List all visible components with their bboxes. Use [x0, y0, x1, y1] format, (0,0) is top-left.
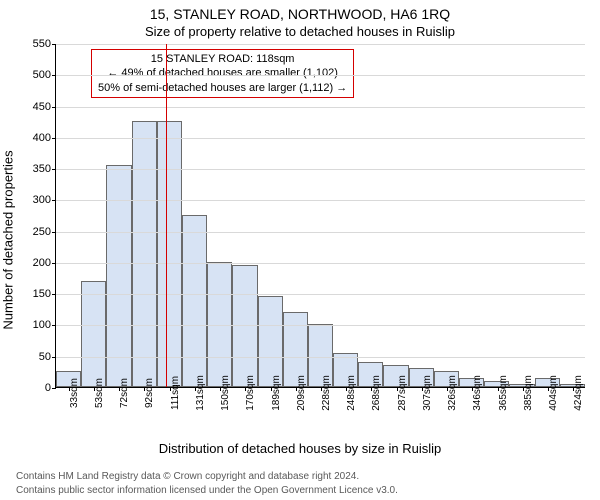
- histogram-bar: [157, 121, 182, 387]
- ytick-mark: [52, 44, 56, 45]
- annotation-line: 15 STANLEY ROAD: 118sqm: [98, 52, 347, 66]
- ytick-label: 150: [33, 288, 51, 300]
- gridline-y: [56, 232, 585, 233]
- ytick-label: 550: [33, 38, 51, 50]
- gridline-y: [56, 325, 585, 326]
- xtick-label: 170sqm: [245, 371, 256, 411]
- ytick-mark: [52, 388, 56, 389]
- xtick-label: 189sqm: [271, 371, 282, 411]
- ytick-label: 50: [39, 351, 51, 363]
- ytick-label: 300: [33, 194, 51, 206]
- footer-line-1: Contains HM Land Registry data © Crown c…: [16, 471, 359, 482]
- xtick-label: 131sqm: [195, 371, 206, 411]
- ytick-mark: [52, 200, 56, 201]
- ytick-mark: [52, 263, 56, 264]
- histogram-bar: [182, 215, 207, 387]
- xtick-label: 228sqm: [321, 371, 332, 411]
- gridline-y: [56, 138, 585, 139]
- ytick-mark: [52, 325, 56, 326]
- xtick-label: 268sqm: [371, 371, 382, 411]
- xtick-label: 72sqm: [119, 374, 130, 408]
- ytick-label: 0: [45, 382, 51, 394]
- xtick-label: 385sqm: [523, 371, 534, 411]
- ytick-mark: [52, 75, 56, 76]
- xtick-label: 424sqm: [573, 371, 584, 411]
- xtick-label: 33sqm: [69, 374, 80, 408]
- xtick-label: 287sqm: [397, 371, 408, 411]
- histogram-bar: [106, 165, 131, 387]
- chart-title-sub: Size of property relative to detached ho…: [0, 24, 600, 39]
- xtick-label: 209sqm: [296, 371, 307, 411]
- xtick-label: 92sqm: [144, 374, 155, 408]
- chart-wrap: 15, STANLEY ROAD, NORTHWOOD, HA6 1RQ Siz…: [0, 0, 600, 500]
- histogram-bar: [81, 281, 106, 387]
- ytick-mark: [52, 294, 56, 295]
- xtick-label: 111sqm: [170, 372, 181, 410]
- gridline-y: [56, 263, 585, 264]
- gridline-y: [56, 44, 585, 45]
- ytick-label: 450: [33, 101, 51, 113]
- ytick-mark: [52, 169, 56, 170]
- xtick-label: 53sqm: [94, 374, 105, 408]
- gridline-y: [56, 357, 585, 358]
- plot-area: 15 STANLEY ROAD: 118sqm← 49% of detached…: [55, 44, 585, 388]
- gridline-y: [56, 294, 585, 295]
- xtick-label: 150sqm: [220, 371, 231, 411]
- x-axis-label: Distribution of detached houses by size …: [0, 441, 600, 456]
- ytick-label: 400: [33, 132, 51, 144]
- ytick-label: 500: [33, 69, 51, 81]
- xtick-label: 307sqm: [422, 371, 433, 411]
- gridline-y: [56, 169, 585, 170]
- ytick-label: 200: [33, 257, 51, 269]
- annotation-box: 15 STANLEY ROAD: 118sqm← 49% of detached…: [91, 49, 354, 98]
- ytick-label: 250: [33, 226, 51, 238]
- xtick-label: 248sqm: [346, 371, 357, 411]
- property-marker-line: [166, 44, 167, 387]
- gridline-y: [56, 75, 585, 76]
- annotation-line: 50% of semi-detached houses are larger (…: [98, 81, 347, 95]
- ytick-mark: [52, 138, 56, 139]
- gridline-y: [56, 107, 585, 108]
- histogram-bar: [132, 121, 157, 387]
- histogram-bar: [207, 262, 232, 387]
- xtick-label: 404sqm: [548, 371, 559, 411]
- footer-line-2: Contains public sector information licen…: [16, 485, 398, 496]
- annotation-line: ← 49% of detached houses are smaller (1,…: [98, 66, 347, 80]
- xtick-label: 365sqm: [498, 371, 509, 411]
- xtick-label: 346sqm: [472, 371, 483, 411]
- ytick-mark: [52, 107, 56, 108]
- chart-title-main: 15, STANLEY ROAD, NORTHWOOD, HA6 1RQ: [0, 6, 600, 22]
- gridline-y: [56, 200, 585, 201]
- ytick-mark: [52, 232, 56, 233]
- ytick-mark: [52, 357, 56, 358]
- xtick-label: 326sqm: [447, 371, 458, 411]
- ytick-label: 100: [33, 319, 51, 331]
- ytick-label: 350: [33, 163, 51, 175]
- y-axis-label: Number of detached properties: [1, 150, 16, 329]
